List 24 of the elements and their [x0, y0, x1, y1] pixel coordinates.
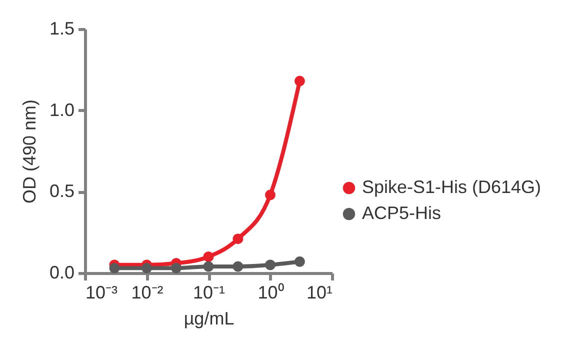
point: [265, 190, 276, 200]
legend-label: ACP5-His: [362, 203, 442, 223]
point: [232, 261, 244, 272]
y-tick-label: 1.5: [49, 18, 74, 38]
y-tick-label: 0.5: [49, 181, 74, 202]
y-tick-label: 0.0: [49, 262, 74, 282]
point: [232, 234, 244, 244]
x-axis-title: µg/mL: [184, 308, 234, 328]
point: [109, 262, 120, 274]
x-tick-label: 10⁻³: [86, 282, 118, 302]
x-tick-label: 10⁻¹: [192, 282, 226, 302]
point: [265, 260, 276, 270]
y-axis-title: OD (490 nm): [19, 99, 40, 204]
legend-label: Spike-S1-His (D614G): [362, 177, 542, 197]
point: [142, 262, 152, 274]
point: [203, 252, 214, 262]
x-tick-label: 10⁻²: [131, 282, 164, 302]
point: [170, 262, 182, 274]
point: [294, 76, 305, 86]
x-tick-label: 10⁰: [258, 282, 284, 302]
x-tick-label: 10¹: [306, 282, 333, 302]
point: [294, 256, 305, 267]
point: [203, 261, 214, 272]
y-tick-label: 1.0: [49, 100, 74, 120]
